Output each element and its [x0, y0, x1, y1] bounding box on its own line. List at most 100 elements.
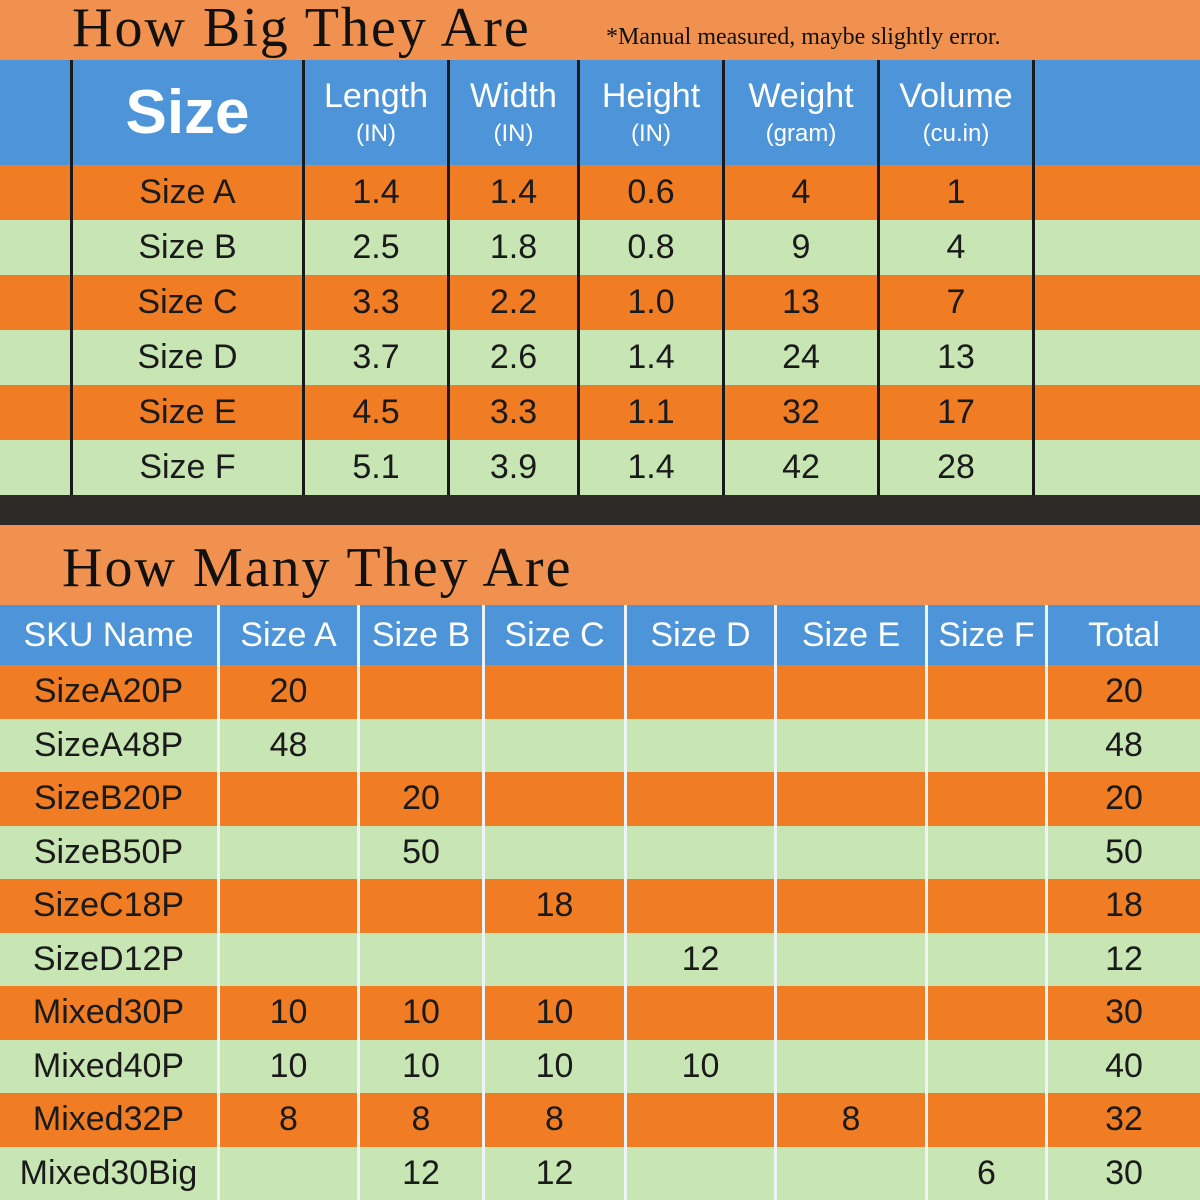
sku-name: SizeC18P — [32, 886, 185, 925]
header-label: Size D — [650, 615, 751, 654]
table-cell: 10 — [220, 1039, 360, 1093]
table-cell — [360, 879, 485, 933]
table-cell — [928, 932, 1048, 986]
table-cell: SizeD12P — [0, 932, 220, 986]
cell-text: 1.4 — [627, 448, 675, 486]
table-cell: SizeB50P — [0, 825, 220, 879]
table-cell: 8 — [485, 1093, 627, 1147]
cell-text: 13 — [782, 283, 820, 321]
table-cell — [777, 879, 928, 933]
table-cell: 3.7 — [305, 330, 450, 385]
table-cell: 1 — [880, 165, 1035, 220]
table-cell — [360, 932, 485, 986]
cell-text: 12 — [1105, 939, 1143, 978]
cell-text: 4 — [791, 173, 811, 211]
cell-text: 10 — [535, 993, 574, 1032]
table-cell: 1.4 — [305, 165, 450, 220]
table-cell — [627, 1146, 777, 1200]
section-title: How Big They Are — [72, 0, 531, 59]
table-cell: 12 — [627, 932, 777, 986]
header-cell: Size A — [220, 605, 360, 665]
table-cell — [777, 1146, 928, 1200]
cell-text: 2.2 — [489, 283, 538, 321]
table-cell: 8 — [220, 1093, 360, 1147]
table-cell: 20 — [1048, 772, 1200, 826]
table-cell: 40 — [1048, 1039, 1200, 1093]
table-cell: 2.6 — [450, 330, 580, 385]
header-cell: Size B — [360, 605, 485, 665]
divider — [0, 495, 1200, 525]
cell-text: 48 — [269, 725, 308, 764]
table-cell: 1.4 — [580, 330, 725, 385]
table-cell: 13 — [725, 275, 880, 330]
cell-text: 10 — [269, 993, 308, 1032]
cell-text: 10 — [402, 1046, 440, 1085]
table-cell: 1.4 — [450, 165, 580, 220]
cell-text: 2.5 — [352, 228, 400, 266]
header-label: Size — [125, 78, 250, 147]
table-cell: 13 — [880, 330, 1035, 385]
table-cell — [928, 665, 1048, 719]
table-cell: 4 — [880, 220, 1035, 275]
cell-text: 10 — [681, 1046, 720, 1085]
table-cell — [777, 1039, 928, 1093]
cell-text: 6 — [977, 1153, 996, 1192]
table-cell: 10 — [220, 986, 360, 1040]
sku-name: Mixed40P — [32, 1046, 185, 1085]
cell-text: 3.7 — [352, 338, 400, 376]
table-cell: SizeB20P — [0, 772, 220, 826]
table-cell — [777, 772, 928, 826]
table-cell — [928, 1039, 1048, 1093]
note: *Manual measured, maybe slightly error. — [606, 24, 1001, 50]
table-cell: Size D — [73, 330, 305, 385]
table-cell: 48 — [1048, 718, 1200, 772]
table-cell: 10 — [485, 986, 627, 1040]
table-cell — [777, 825, 928, 879]
header-unit: (IN) — [631, 120, 671, 147]
table-cell — [627, 825, 777, 879]
table-cell: 1.0 — [580, 275, 725, 330]
header-cell: Size D — [627, 605, 777, 665]
cell-text: 30 — [1105, 1153, 1143, 1192]
table-cell — [928, 825, 1048, 879]
table-cell: 0.6 — [580, 165, 725, 220]
header-cell: Length (IN) — [305, 60, 450, 165]
cell-text: 1.1 — [627, 393, 675, 431]
cell-text: 10 — [269, 1046, 308, 1085]
table-cell — [777, 932, 928, 986]
cell-text: 32 — [1105, 1100, 1143, 1139]
table-cell: 48 — [220, 718, 360, 772]
sku-name: Mixed30Big — [19, 1153, 198, 1192]
cell-text: 24 — [782, 338, 820, 376]
cell-text: 0.6 — [627, 173, 675, 211]
table-cell: 12 — [360, 1146, 485, 1200]
cell-text: Size E — [138, 393, 237, 431]
cell-text: 40 — [1105, 1046, 1143, 1085]
header-cell: Size E — [777, 605, 928, 665]
header-label: Size F — [938, 615, 1035, 654]
table-cell: Mixed40P — [0, 1039, 220, 1093]
cell-text: 42 — [782, 448, 820, 486]
header-unit: (IN) — [493, 120, 534, 147]
cell-text: 17 — [937, 393, 975, 431]
table-cell: 4 — [725, 165, 880, 220]
row-spacer — [0, 220, 73, 275]
cell-text: 18 — [1105, 886, 1143, 925]
cell-text: Size D — [137, 338, 238, 376]
table-cell: 1.1 — [580, 385, 725, 440]
row-spacer — [1035, 440, 1200, 495]
table-cell: 2.2 — [450, 275, 580, 330]
cell-text: 3.3 — [352, 283, 400, 321]
table-cell: 30 — [1048, 986, 1200, 1040]
table-cell: 5.1 — [305, 440, 450, 495]
cell-text: 3.9 — [489, 448, 538, 486]
table-cell — [485, 718, 627, 772]
table-cell: 3.3 — [305, 275, 450, 330]
header-cell: SKU Name — [0, 605, 220, 665]
cell-text: 8 — [545, 1100, 564, 1139]
header-cell: Size — [73, 60, 305, 165]
table-cell — [360, 665, 485, 719]
cell-text: 1.4 — [489, 173, 538, 211]
table-cell — [777, 665, 928, 719]
